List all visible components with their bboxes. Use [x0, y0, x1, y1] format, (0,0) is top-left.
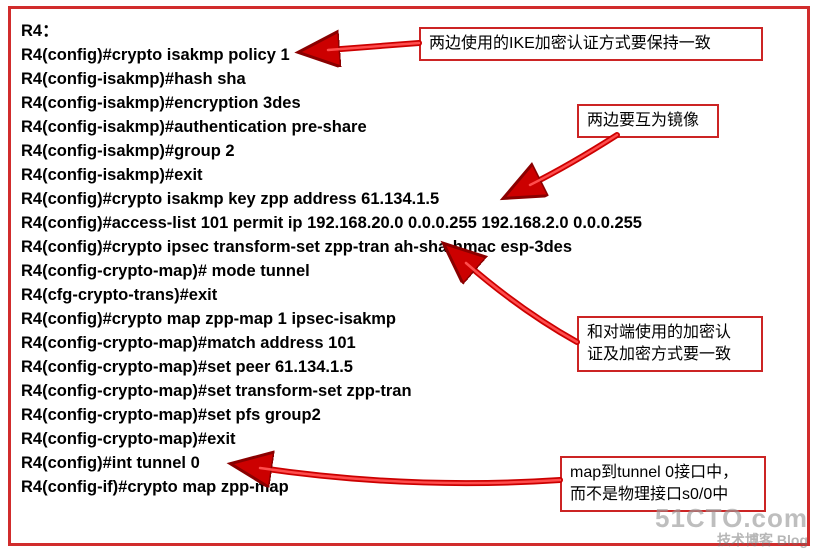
callout-tunnel-map: map到tunnel 0接口中， 而不是物理接口s0/0中	[560, 456, 766, 512]
code-line: R4(cfg-crypto-trans)#exit	[21, 283, 795, 307]
callout-transform: 和对端使用的加密认 证及加密方式要一致	[577, 316, 763, 372]
code-line: R4(config-crypto-map)#set pfs group2	[21, 403, 795, 427]
code-line: R4(config)#crypto ipsec transform-set zp…	[21, 235, 795, 259]
callout-text: map到tunnel 0接口中，	[570, 464, 738, 481]
callout-text: 而不是物理接口s0/0中	[570, 486, 728, 503]
code-line: R4(config-crypto-map)# mode tunnel	[21, 259, 795, 283]
code-line: R4(config-crypto-map)#set transform-set …	[21, 379, 795, 403]
callout-ike-policy: 两边使用的IKE加密认证方式要保持一致	[419, 27, 763, 61]
code-line: R4(config)#access-list 101 permit ip 192…	[21, 211, 795, 235]
code-line: R4(config-crypto-map)#exit	[21, 427, 795, 451]
callout-text: 两边使用的IKE加密认证方式要保持一致	[429, 35, 711, 52]
code-line: R4(config-isakmp)#group 2	[21, 139, 795, 163]
code-line: R4(config-isakmp)#hash sha	[21, 67, 795, 91]
code-block: R4： R4(config)#crypto isakmp policy 1 R4…	[21, 19, 795, 499]
callout-text: 两边要互为镜像	[587, 112, 699, 129]
code-line: R4(config)#crypto isakmp key zpp address…	[21, 187, 795, 211]
callout-text: 和对端使用的加密认	[587, 324, 731, 341]
callout-text: 证及加密方式要一致	[587, 346, 731, 363]
callout-mirror: 两边要互为镜像	[577, 104, 719, 138]
code-line: R4(config-isakmp)#exit	[21, 163, 795, 187]
